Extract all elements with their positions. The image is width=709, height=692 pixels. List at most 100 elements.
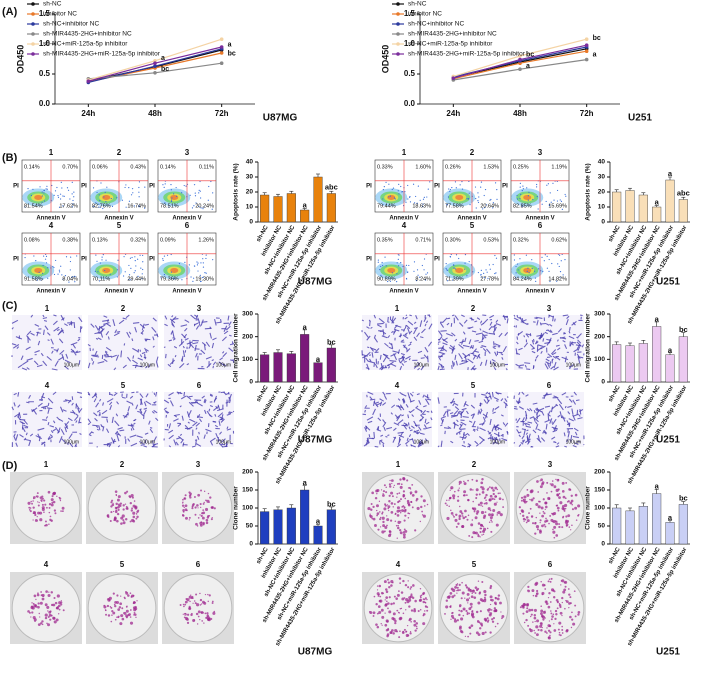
cell-dot <box>212 192 214 194</box>
colony <box>50 591 54 594</box>
cell <box>513 317 519 321</box>
colony <box>376 625 380 629</box>
cell <box>540 345 546 350</box>
cell <box>169 400 174 407</box>
colony <box>446 595 450 599</box>
cell <box>516 336 519 340</box>
cell <box>552 429 558 433</box>
cell <box>405 347 408 351</box>
cell <box>442 411 447 417</box>
cell <box>576 353 581 360</box>
cell <box>476 353 481 359</box>
cell <box>210 441 214 446</box>
cell <box>59 349 65 355</box>
cell <box>487 430 492 435</box>
colony <box>479 530 482 534</box>
colony <box>548 497 551 500</box>
colony <box>471 592 473 595</box>
cell <box>409 429 413 432</box>
colony <box>469 632 472 635</box>
cell-dot <box>142 261 144 263</box>
cell <box>363 331 369 338</box>
quadrant-percent: 0.32% <box>130 237 146 243</box>
colony <box>398 577 402 580</box>
cell <box>26 330 32 336</box>
point <box>219 37 224 41</box>
colony <box>109 606 112 608</box>
colony <box>558 603 562 607</box>
colony <box>497 510 501 515</box>
plate <box>163 573 233 643</box>
colony <box>377 594 380 597</box>
cell <box>430 410 433 414</box>
colony <box>460 609 463 613</box>
colony <box>477 633 481 637</box>
cell <box>23 424 29 428</box>
colony <box>547 580 550 583</box>
cell <box>479 410 482 415</box>
cell-dot <box>538 268 540 270</box>
quadrant-percent: 0.25% <box>513 164 529 170</box>
cell-cloud <box>170 267 179 273</box>
cell-dot <box>68 281 70 283</box>
colony <box>481 487 485 491</box>
colony <box>518 506 521 509</box>
colony <box>390 602 393 606</box>
colony <box>381 615 385 619</box>
colony <box>197 615 200 618</box>
colony <box>471 519 474 521</box>
cell <box>415 315 418 320</box>
bar <box>313 362 323 383</box>
cell <box>56 328 60 331</box>
colony <box>561 526 564 529</box>
cell <box>167 363 172 368</box>
cell-dot <box>181 192 183 194</box>
cell-dot <box>421 264 423 267</box>
quadrant-percent: 81.54% <box>24 203 43 209</box>
cell <box>184 327 188 332</box>
cell <box>544 393 552 396</box>
colony <box>531 589 535 593</box>
cell <box>45 416 49 419</box>
colony <box>120 614 124 618</box>
cell <box>401 362 405 366</box>
colony <box>117 615 120 618</box>
cell <box>442 337 448 342</box>
colony <box>541 624 543 626</box>
cell <box>408 434 412 438</box>
cell <box>365 357 369 362</box>
colony <box>44 613 48 617</box>
bar <box>313 525 323 545</box>
cell <box>529 416 535 419</box>
colony <box>544 508 546 510</box>
colony <box>27 501 31 505</box>
cell <box>539 322 542 326</box>
cell <box>532 338 535 342</box>
cell <box>79 433 82 435</box>
cell <box>206 362 212 369</box>
cell <box>577 417 583 420</box>
cell-dot <box>199 180 201 183</box>
cell-dot <box>382 198 384 200</box>
cell <box>229 334 232 337</box>
colony <box>478 621 481 624</box>
cell <box>417 361 420 365</box>
colony <box>372 505 375 509</box>
cell <box>217 404 221 411</box>
cell <box>59 418 64 422</box>
cell-dot <box>124 271 126 273</box>
cell <box>413 327 418 335</box>
cell <box>75 420 78 423</box>
cell <box>427 341 433 347</box>
legend-label: inhibitor NC <box>43 11 77 18</box>
colony <box>499 601 502 605</box>
cell <box>92 424 99 427</box>
colony <box>375 603 378 606</box>
flow-x-label: Annexin V <box>389 289 418 295</box>
cell <box>494 406 500 410</box>
x-tick-label: 48h <box>513 109 527 118</box>
cell-dot <box>170 199 173 201</box>
cell <box>97 337 102 341</box>
cell <box>437 397 440 404</box>
cell <box>401 339 405 342</box>
